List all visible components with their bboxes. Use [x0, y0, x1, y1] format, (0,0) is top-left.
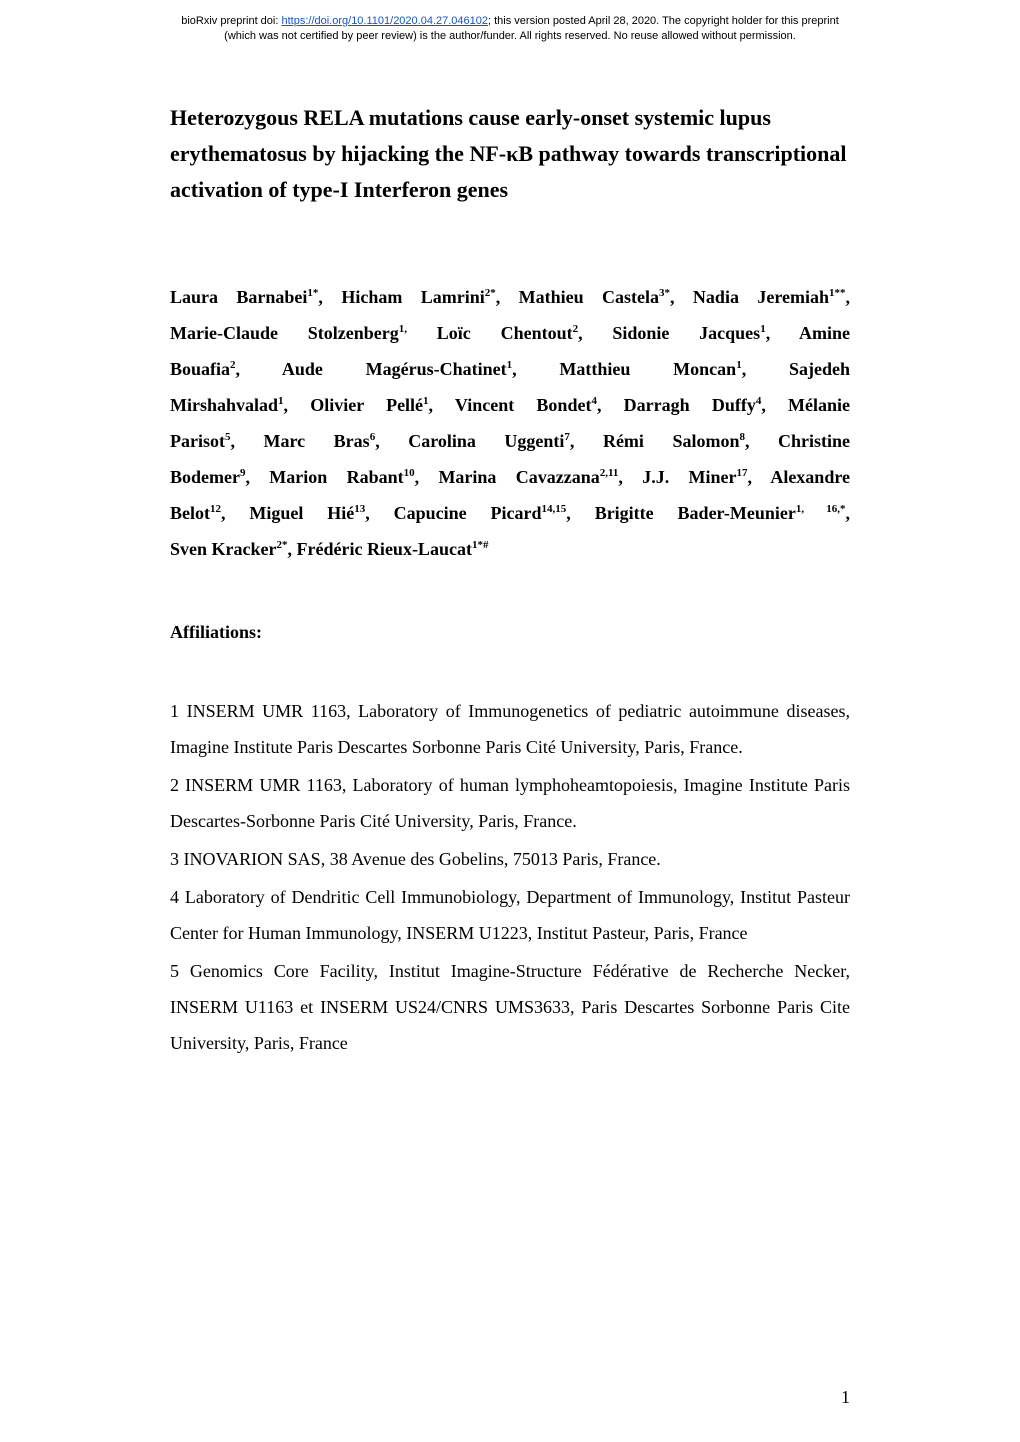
- affiliation-item: 1 INSERM UMR 1163, Laboratory of Immunog…: [170, 693, 850, 765]
- affiliation-item: 5 Genomics Core Facility, Institut Imagi…: [170, 953, 850, 1061]
- affiliation-item: 4 Laboratory of Dendritic Cell Immunobio…: [170, 879, 850, 951]
- affiliation-item: 2 INSERM UMR 1163, Laboratory of human l…: [170, 767, 850, 839]
- authors-line: Bouafia2, Aude Magérus-Chatinet1, Matthi…: [170, 351, 850, 387]
- authors-line: Mirshahvalad1, Olivier Pellé1, Vincent B…: [170, 387, 850, 423]
- preprint-line1-suffix: ; this version posted April 28, 2020. Th…: [488, 15, 839, 27]
- page-number: 1: [841, 1387, 850, 1408]
- authors-line: Marie-Claude Stolzenberg1, Loïc Chentout…: [170, 315, 850, 351]
- affiliations-heading: Affiliations:: [170, 622, 850, 643]
- page-content: Heterozygous RELA mutations cause early-…: [0, 52, 1020, 1061]
- authors-line: Bodemer9, Marion Rabant10, Marina Cavazz…: [170, 459, 850, 495]
- preprint-line2: (which was not certified by peer review)…: [224, 30, 796, 42]
- authors-line: Parisot5, Marc Bras6, Carolina Uggenti7,…: [170, 423, 850, 459]
- authors-line: Sven Kracker2*, Frédéric Rieux-Laucat1*#: [170, 531, 850, 567]
- preprint-line1-prefix: bioRxiv preprint doi:: [181, 15, 281, 27]
- preprint-banner: bioRxiv preprint doi: https://doi.org/10…: [0, 0, 1020, 52]
- affiliation-item: 3 INOVARION SAS, 38 Avenue des Gobelins,…: [170, 841, 850, 877]
- paper-title: Heterozygous RELA mutations cause early-…: [170, 100, 850, 209]
- doi-link[interactable]: https://doi.org/10.1101/2020.04.27.04610…: [281, 15, 488, 27]
- affiliations-block: 1 INSERM UMR 1163, Laboratory of Immunog…: [170, 693, 850, 1061]
- authors-block: Laura Barnabei1*, Hicham Lamrini2*, Math…: [170, 279, 850, 567]
- authors-line: Belot12, Miguel Hié13, Capucine Picard14…: [170, 495, 850, 531]
- authors-line: Laura Barnabei1*, Hicham Lamrini2*, Math…: [170, 279, 850, 315]
